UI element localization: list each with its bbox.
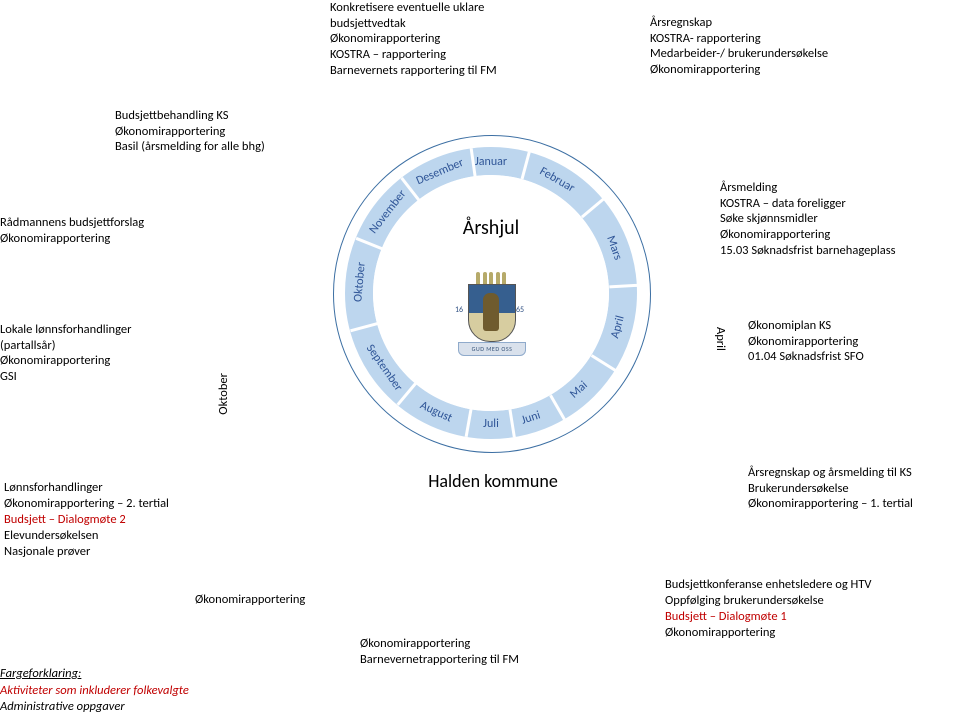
legend-black: Administrative oppgaver	[0, 699, 125, 715]
crest-crown-icon	[476, 272, 506, 284]
box-top-center: Konkretisere eventuelle uklare budsjettv…	[330, 0, 560, 78]
box-juni-line1: Budsjettkonferanse enhetsledere og HTV O…	[665, 577, 955, 608]
box-left-mid: Rådmannens budsjettforslag Økonomirappor…	[0, 215, 190, 246]
box-left-sept-line1: Lønnsforhandlinger Økonomirapportering –…	[4, 480, 224, 511]
label-april-vertical: April	[713, 327, 728, 351]
box-juni-red: Budsjett – Dialogmøte 1	[665, 609, 955, 625]
month-label-januar: Januar	[475, 155, 507, 169]
crest-ribbon: GUD MED OSS	[458, 342, 526, 356]
month-label-juli: Juli	[483, 417, 499, 431]
box-aug: Økonomirapportering	[195, 592, 375, 608]
box-right-mai: Årsregnskap og årsmelding til KS Brukeru…	[748, 465, 958, 512]
box-juni-line2: Økonomirapportering	[665, 625, 955, 641]
box-top-right: Årsregnskap KOSTRA- rapportering Medarbe…	[650, 15, 910, 78]
wheel-center-subtitle: Halden kommune	[405, 470, 581, 492]
box-juli: Økonomirapportering Barnevernetrapporter…	[360, 636, 590, 667]
box-left-sept-line2: Elevundersøkelsen Nasjonale prøver	[4, 528, 224, 559]
box-left-upper: Budsjettbehandling KS Økonomirapporterin…	[115, 108, 315, 155]
box-right-apr: Økonomiplan KS Økonomirapportering 01.04…	[748, 318, 948, 365]
box-left-sept-red: Budsjett – Dialogmøte 2	[4, 512, 224, 528]
legend-title: Fargeforklaring:	[0, 666, 81, 682]
crest-year-left: 16	[455, 305, 463, 315]
crest-figure-icon	[483, 293, 499, 331]
legend-red: Aktiviteter som inkluderer folkevalgte	[0, 683, 189, 699]
crest-year-right: 65	[516, 305, 524, 315]
box-left-oct: Lokale lønnsforhandlinger (partallsår) Ø…	[0, 322, 190, 385]
box-right-mid: Årsmelding KOSTRA – data foreligger Søke…	[720, 180, 950, 258]
label-oktober-vertical: Oktober	[216, 373, 231, 415]
wheel-center-title: Årshjul	[448, 216, 534, 240]
